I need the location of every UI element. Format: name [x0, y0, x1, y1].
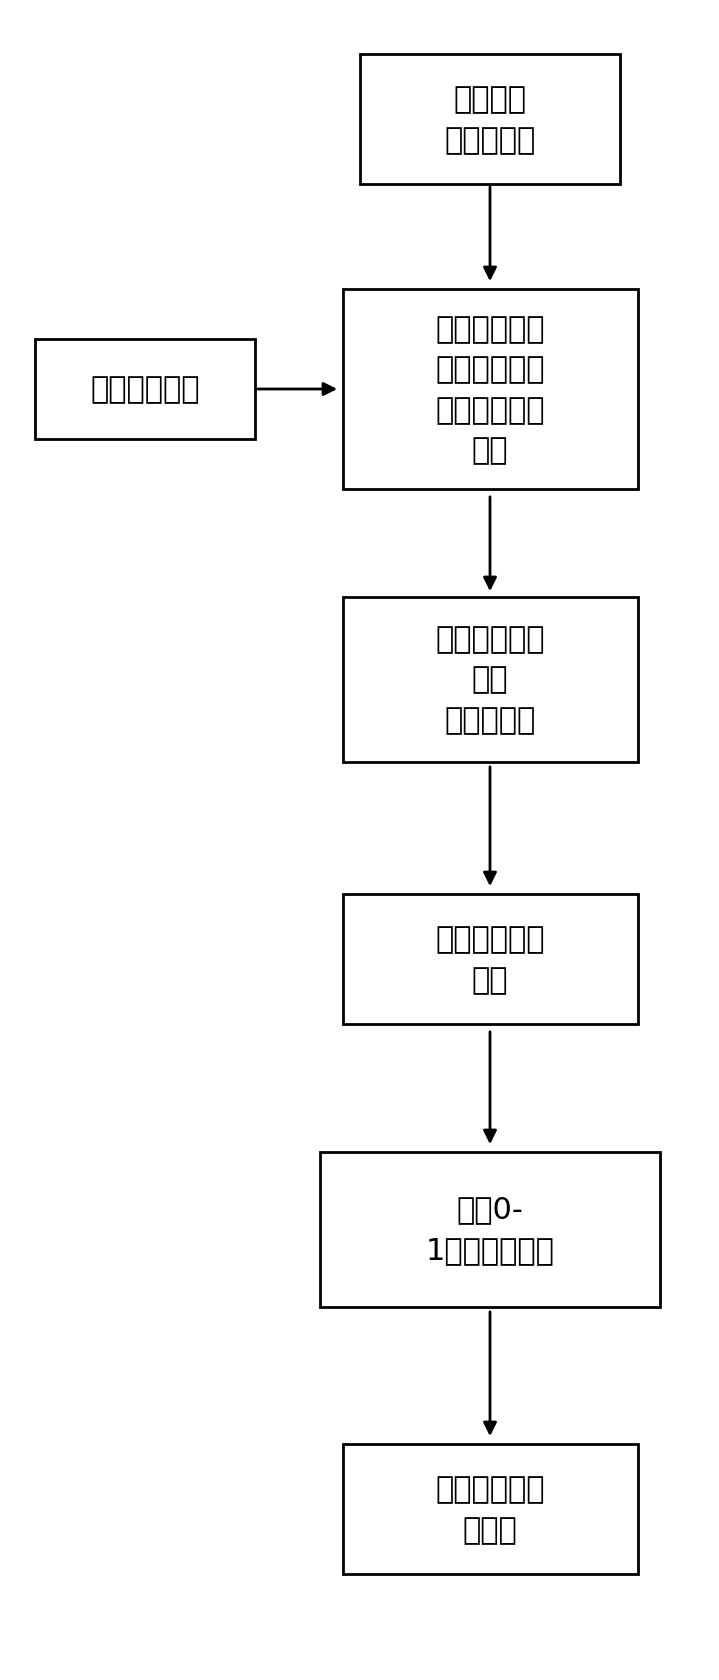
Bar — [342, 596, 638, 763]
Text: 构建0-
1整数规划模型: 构建0- 1整数规划模型 — [426, 1194, 554, 1263]
Bar — [360, 55, 620, 185]
Bar — [342, 894, 638, 1025]
Text: 计算特征匹配
指数
选择基础油: 计算特征匹配 指数 选择基础油 — [435, 625, 545, 734]
Text: 遍历组分宏观
物性与指标范
围，构建特征
矩阵: 遍历组分宏观 物性与指标范 围，构建特征 矩阵 — [435, 314, 545, 465]
Bar — [342, 1445, 638, 1574]
Text: 各项指标范围: 各项指标范围 — [91, 375, 200, 405]
Bar — [320, 1152, 660, 1307]
Text: 炼厂调和
组分数据库: 炼厂调和 组分数据库 — [444, 86, 536, 155]
Text: 构建特征方向
矩阵: 构建特征方向 矩阵 — [435, 924, 545, 995]
Bar — [342, 291, 638, 489]
Bar — [35, 339, 255, 440]
Text: 合适的调和组
分组合: 合适的调和组 分组合 — [435, 1475, 545, 1544]
